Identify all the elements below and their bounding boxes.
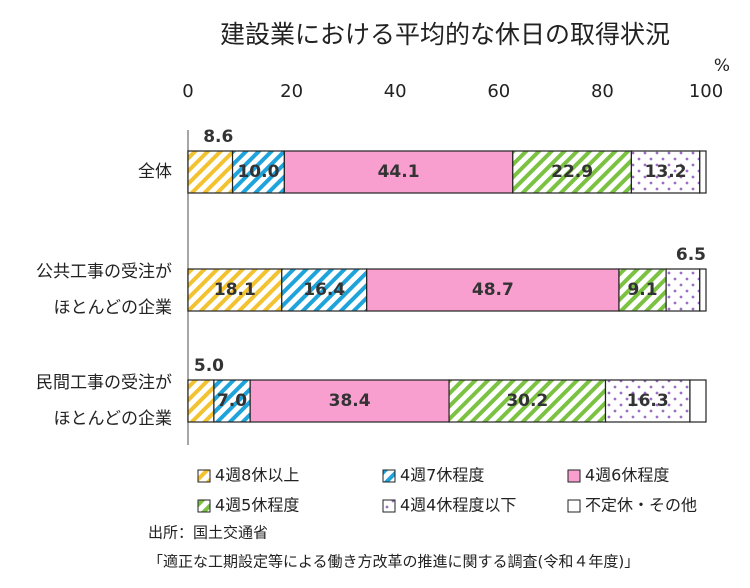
bar-segment xyxy=(665,268,701,312)
legend-swatch xyxy=(197,469,211,483)
x-tick-label: 40 xyxy=(384,81,407,102)
bar-segment xyxy=(187,379,215,423)
data-label: 48.7 xyxy=(472,280,514,300)
source: 「適正な工期設定等による働き方改革の推進に関する調査(令和４年度)」 xyxy=(148,553,639,571)
data-label: 30.2 xyxy=(506,391,548,411)
data-label: 13.2 xyxy=(645,162,687,182)
x-tick-label: 20 xyxy=(280,81,303,102)
bar-segment xyxy=(249,379,450,423)
data-label: 22.9 xyxy=(551,162,593,182)
data-label: 10.0 xyxy=(237,162,279,182)
legend-label: 不定休・その他 xyxy=(585,496,697,515)
data-label: 16.3 xyxy=(627,391,669,411)
legend-swatch xyxy=(382,469,396,483)
legend-swatch xyxy=(382,499,396,513)
source: 出所：国土交通省 xyxy=(148,524,268,542)
y-tick-label: 公共工事の受注が xyxy=(36,262,172,282)
x-tick-label: 80 xyxy=(591,81,614,102)
legend-swatch xyxy=(567,469,581,483)
data-label: 18.1 xyxy=(214,280,256,300)
data-label: 6.5 xyxy=(676,245,706,265)
data-label: 44.1 xyxy=(378,162,420,182)
y-tick-label: 民間工事の受注が xyxy=(36,373,172,393)
data-label: 16.4 xyxy=(303,280,345,300)
bar-segment xyxy=(512,150,633,194)
bar-segment xyxy=(689,379,707,423)
legend-label: 4週4休程度以下 xyxy=(400,496,516,515)
legend-label: 4週6休程度 xyxy=(585,466,669,485)
bar-segment xyxy=(699,268,707,312)
bar-segment xyxy=(699,150,707,194)
data-label: 5.0 xyxy=(194,356,224,376)
x-tick-label: 60 xyxy=(487,81,510,102)
bar-segment xyxy=(448,379,607,423)
legend-label: 4週5休程度 xyxy=(215,496,299,515)
x-tick-label: 100 xyxy=(689,81,723,102)
bar-segment xyxy=(283,150,514,194)
x-tick-label: 0 xyxy=(182,81,193,102)
y-tick-label: ほとんどの企業 xyxy=(54,409,173,429)
bar-segment xyxy=(281,268,368,312)
y-tick-label: 全体 xyxy=(138,162,172,182)
data-label: 9.1 xyxy=(627,280,657,300)
data-label: 38.4 xyxy=(329,391,371,411)
data-label: 8.6 xyxy=(203,127,233,147)
y-tick-label: ほとんどの企業 xyxy=(54,298,173,318)
chart-title: 建設業における平均的な休日の取得状況 xyxy=(220,20,670,49)
legend-label: 4週8休以上 xyxy=(215,466,299,485)
bar-segment xyxy=(187,150,234,194)
x-axis-unit: % xyxy=(714,56,730,76)
legend-swatch xyxy=(567,499,581,513)
data-label: 7.0 xyxy=(217,391,247,411)
bar-segment xyxy=(213,379,251,423)
legend-swatch xyxy=(197,499,211,513)
legend-label: 4週7休程度 xyxy=(400,466,484,485)
